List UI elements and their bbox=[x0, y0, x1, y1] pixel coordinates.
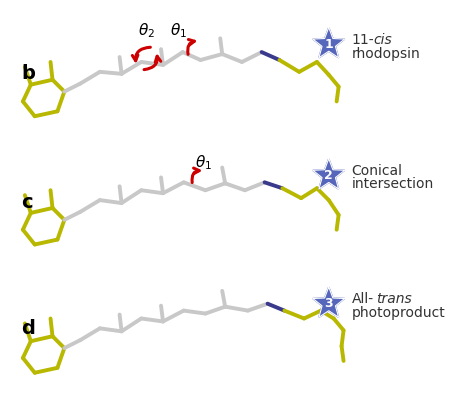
Text: 2: 2 bbox=[324, 169, 333, 182]
Text: b: b bbox=[21, 64, 35, 83]
Text: trans: trans bbox=[376, 292, 412, 306]
Text: $\theta_1$: $\theta_1$ bbox=[170, 21, 187, 40]
Polygon shape bbox=[313, 27, 345, 58]
Text: c: c bbox=[21, 193, 33, 212]
Text: intersection: intersection bbox=[351, 177, 434, 191]
Text: d: d bbox=[21, 319, 35, 338]
Text: 11-: 11- bbox=[351, 33, 374, 47]
Text: rhodopsin: rhodopsin bbox=[351, 47, 420, 61]
Polygon shape bbox=[313, 159, 345, 189]
Polygon shape bbox=[313, 287, 345, 317]
Text: $\theta_2$: $\theta_2$ bbox=[138, 21, 155, 40]
Text: $\theta_1$: $\theta_1$ bbox=[195, 153, 212, 172]
Text: photoproduct: photoproduct bbox=[351, 305, 445, 320]
Text: cis: cis bbox=[373, 33, 392, 47]
Text: All-: All- bbox=[351, 292, 374, 306]
Text: Conical: Conical bbox=[351, 164, 402, 178]
Text: 3: 3 bbox=[324, 297, 333, 310]
Text: 1: 1 bbox=[324, 38, 333, 51]
